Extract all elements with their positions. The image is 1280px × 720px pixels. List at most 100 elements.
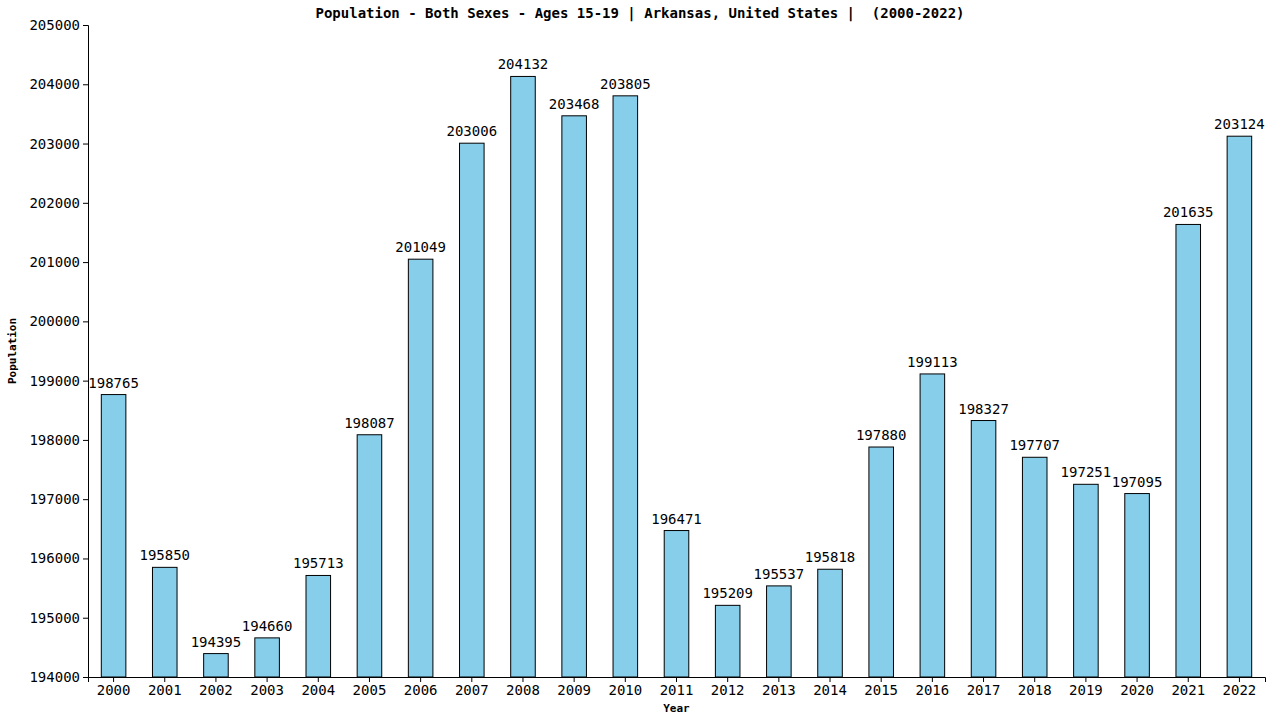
tick-mark (83, 144, 88, 145)
data-labels: 1987651958501943951946601957131980872010… (88, 56, 1264, 649)
tick: 2016 (916, 677, 950, 698)
tick: 200000 (29, 313, 88, 329)
bar (920, 374, 945, 677)
tick-label: 2010 (608, 682, 642, 698)
data-label: 199113 (907, 354, 958, 370)
data-label: 197880 (856, 427, 907, 443)
bar (511, 76, 536, 677)
data-label: 195818 (805, 549, 856, 565)
tick: 204000 (29, 76, 88, 92)
tick-mark (83, 440, 88, 441)
tick-label: 2017 (967, 682, 1001, 698)
tick-label: 194000 (29, 669, 80, 685)
data-label: 195209 (702, 585, 753, 601)
tick: 2001 (148, 677, 182, 698)
tick: 205000 (29, 17, 88, 33)
tick: 2018 (1018, 677, 1052, 698)
tick: 203000 (29, 136, 88, 152)
tick-label: 2002 (199, 682, 233, 698)
tick: 2013 (762, 677, 796, 698)
tick-label: 2009 (557, 682, 591, 698)
tick-label: 2013 (762, 682, 796, 698)
tick-label: 2016 (916, 682, 950, 698)
tick: 2002 (199, 677, 233, 698)
bar (971, 421, 996, 677)
tick-label: 2000 (97, 682, 131, 698)
tick: 2022 (1223, 677, 1257, 698)
data-label: 196471 (651, 511, 702, 527)
bar (460, 143, 485, 677)
tick-mark (83, 84, 88, 85)
tick-label: 2022 (1223, 682, 1257, 698)
tick: 2005 (353, 677, 387, 698)
tick-label: 2020 (1120, 682, 1154, 698)
tick-mark (83, 677, 88, 678)
bar (101, 395, 126, 677)
tick-mark (83, 321, 88, 322)
x-axis-title: Year (663, 702, 690, 715)
tick: 202000 (29, 195, 88, 211)
data-label: 195850 (139, 547, 190, 563)
tick-label: 203000 (29, 136, 80, 152)
data-label: 203468 (549, 96, 600, 112)
bar (255, 638, 280, 677)
data-label: 203805 (600, 76, 651, 92)
tick: 2012 (711, 677, 745, 698)
bar (1227, 136, 1252, 677)
tick: 201000 (29, 254, 88, 270)
tick-label: 2011 (660, 682, 694, 698)
data-label: 194395 (191, 634, 242, 650)
data-label: 201049 (395, 239, 446, 255)
y-axis: 194000 195000 196000 197000 198000 199000 2000… (29, 17, 88, 685)
tick-label: 202000 (29, 195, 80, 211)
tick: 2003 (250, 677, 284, 698)
tick: 2010 (608, 677, 642, 698)
data-label: 198087 (344, 415, 395, 431)
tick: 195000 (29, 610, 88, 626)
data-label: 198765 (88, 375, 139, 391)
bar (1074, 484, 1099, 677)
data-label: 198327 (958, 401, 1009, 417)
tick: 2017 (967, 677, 1001, 698)
tick: 198000 (29, 432, 88, 448)
tick: 2007 (455, 677, 489, 698)
tick-label: 2018 (1018, 682, 1052, 698)
bar (664, 531, 689, 677)
tick: 2004 (301, 677, 335, 698)
data-label: 197707 (1009, 437, 1060, 453)
bar (869, 447, 894, 677)
tick-label: 195000 (29, 610, 80, 626)
tick: 196000 (29, 550, 88, 566)
tick-label: 2001 (148, 682, 182, 698)
data-label: 203006 (447, 123, 498, 139)
tick-label: 201000 (29, 254, 80, 270)
tick-label: 2019 (1069, 682, 1103, 698)
tick-label: 199000 (29, 373, 80, 389)
bars (101, 76, 1251, 677)
bar (1022, 457, 1047, 677)
tick-label: 2021 (1171, 682, 1205, 698)
bar (152, 567, 177, 677)
tick-mark (83, 25, 88, 26)
tick-label: 2007 (455, 682, 489, 698)
tick-label: 197000 (29, 491, 80, 507)
tick-label: 2008 (506, 682, 540, 698)
tick-label: 198000 (29, 432, 80, 448)
data-label: 197251 (1061, 464, 1112, 480)
x-axis: 2000 2001 2002 2003 2004 2005 2006 2007 2008 2009… (89, 677, 1266, 698)
tick: 197000 (29, 491, 88, 507)
tick-mark (83, 618, 88, 619)
tick: 194000 (29, 669, 88, 685)
tick: 2000 (97, 677, 131, 698)
bar (408, 259, 433, 677)
bar (715, 605, 740, 677)
tick: 2021 (1171, 677, 1205, 698)
data-label: 201635 (1163, 204, 1214, 220)
tick-label: 2014 (813, 682, 847, 698)
tick-label: 2006 (404, 682, 438, 698)
bar (1125, 494, 1150, 677)
tick: 2019 (1069, 677, 1103, 698)
bar (306, 575, 331, 677)
tick: 199000 (29, 373, 88, 389)
data-label: 194660 (242, 618, 293, 634)
